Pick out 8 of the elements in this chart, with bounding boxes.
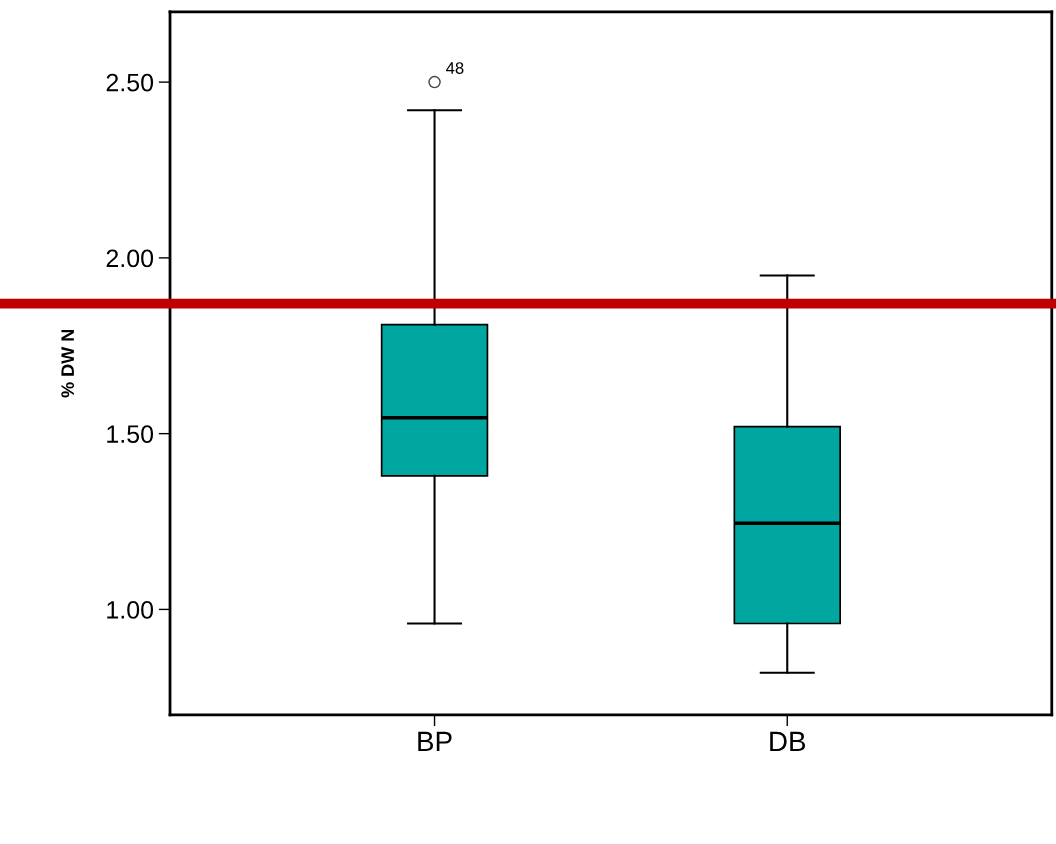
x-tick-label: BP bbox=[418, 731, 452, 751]
y-tick-label: 2.50 bbox=[106, 73, 154, 92]
annotation: 48 bbox=[446, 62, 464, 74]
y-axis-title: % DW N bbox=[61, 329, 75, 398]
y-tick-label: 2.00 bbox=[106, 249, 154, 268]
x-tick-label: DB bbox=[770, 731, 806, 751]
y-tick-label: 1.50 bbox=[107, 425, 154, 443]
y-tick-label: 1.00 bbox=[107, 601, 154, 619]
